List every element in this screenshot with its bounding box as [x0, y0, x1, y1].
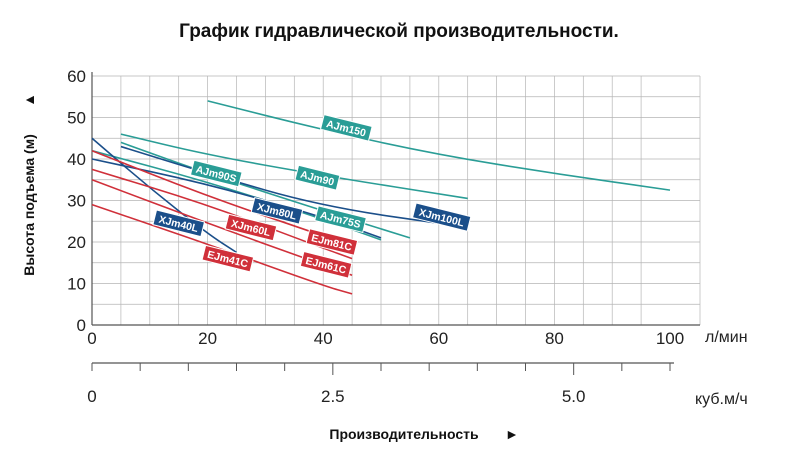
series-badge-bg	[314, 205, 367, 234]
series-badge-bg	[201, 244, 255, 273]
x2-tick-label: 0	[87, 387, 96, 406]
series-line-ajm90	[120, 133, 468, 200]
x-tick-label: 60	[429, 329, 448, 348]
y-tick-label: 40	[67, 150, 86, 169]
series-badge-bg	[152, 209, 206, 238]
series-badge-xjm100l: XJm100L	[411, 202, 472, 232]
y-axis-label: Высота подъема (м)	[21, 134, 37, 275]
series-badge-bg	[189, 159, 243, 188]
series-badge-ajm75s: AJm75S	[314, 205, 367, 234]
y-tick-label: 50	[67, 109, 86, 128]
x-tick-label: 80	[545, 329, 564, 348]
series-badge-xjm60l: XJm60L	[224, 213, 278, 242]
series-badge-bg	[411, 202, 472, 232]
series-badge-bg	[224, 213, 278, 242]
series-badge-bg	[305, 228, 359, 256]
series-line-xjm40l	[91, 137, 237, 254]
grid	[92, 75, 701, 325]
series-line-ajm150	[207, 100, 671, 191]
y-tick-label: 30	[67, 192, 86, 211]
x-tick-label: 0	[87, 329, 96, 348]
x-axis-unit: л/мин	[705, 329, 748, 346]
y-tick-label: 20	[67, 233, 86, 252]
x-tick-label: 40	[314, 329, 333, 348]
series-badge-ejm41c: EJm41C	[201, 244, 255, 273]
y-tick-label: 60	[67, 67, 86, 86]
chart-title: График гидравлической производительности…	[179, 21, 619, 42]
axes: 0 10 20 30 40 50 60 0 20 40 60 80 100 0 2.5 5.0	[67, 67, 700, 406]
y-tick-label: 10	[67, 275, 86, 294]
series-badge-ajm150: AJm150	[319, 114, 373, 142]
series-badge-bg	[294, 164, 341, 191]
y-tick-label: 0	[77, 316, 86, 335]
x2-axis-unit: куб.м/ч	[695, 391, 748, 408]
series-badge-ajm90: AJm90	[294, 164, 341, 191]
x2-tick-label: 2.5	[321, 387, 345, 406]
y-axis-arrow: ▲	[21, 93, 37, 107]
series-badge-bg	[250, 197, 304, 225]
series-badge-bg	[299, 250, 353, 279]
x2-tick-label: 5.0	[562, 387, 586, 406]
x-tick-label: 20	[198, 329, 217, 348]
series-badge-bg	[319, 114, 373, 142]
x-axis-label: Производительность	[329, 426, 479, 442]
x-axis-arrow: ►	[505, 426, 519, 442]
x-tick-label: 100	[656, 329, 684, 348]
